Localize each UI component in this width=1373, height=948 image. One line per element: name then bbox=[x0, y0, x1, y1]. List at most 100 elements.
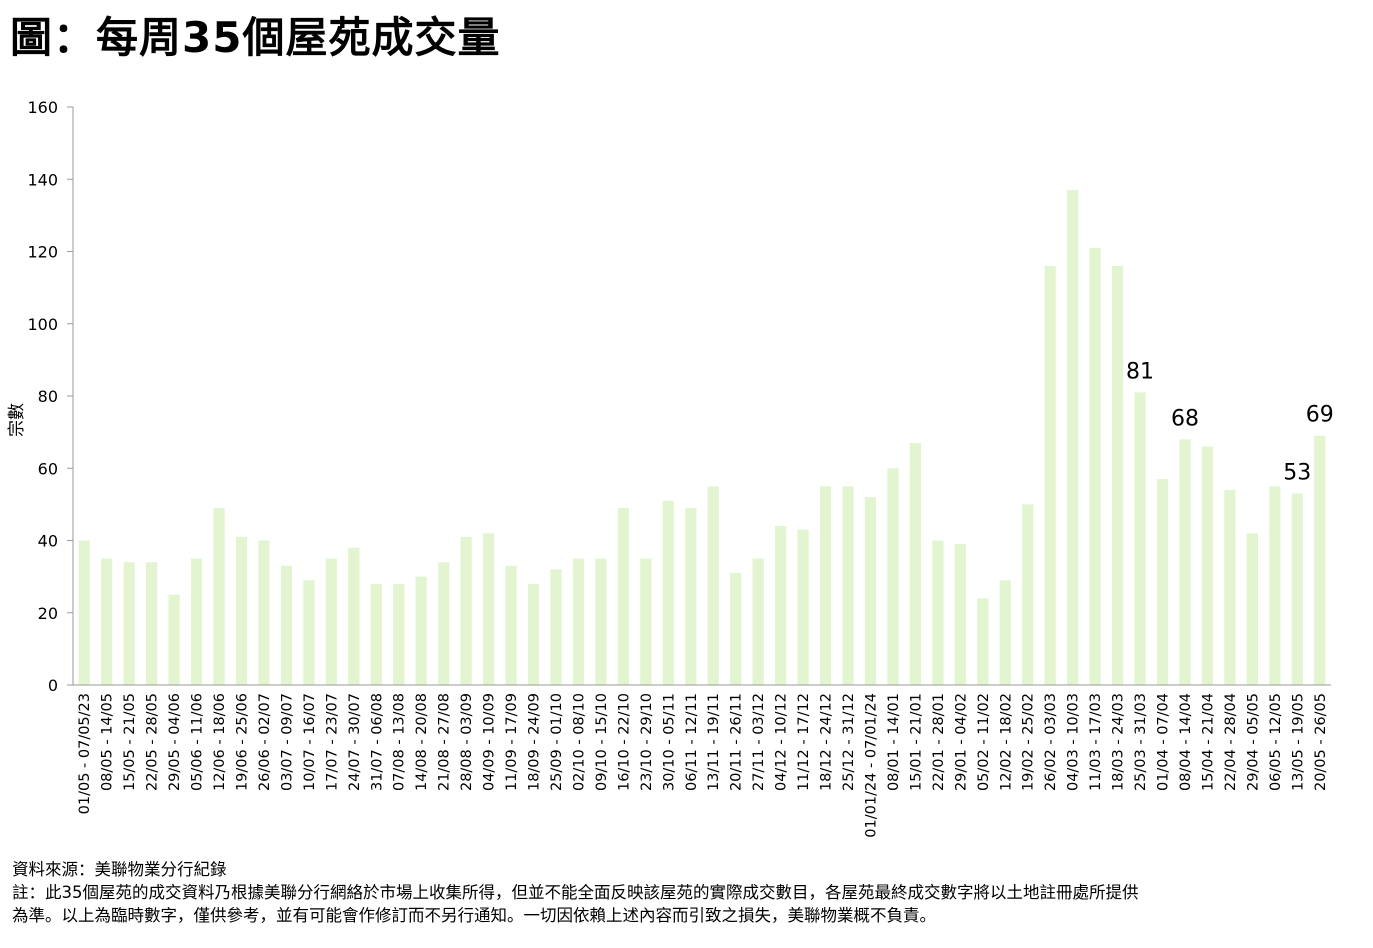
x-tick-label: 25/09 - 01/10 bbox=[549, 693, 565, 791]
data-label: 69 bbox=[1306, 403, 1334, 428]
bar bbox=[1179, 439, 1191, 685]
bar bbox=[325, 558, 337, 685]
x-tick-label: 31/07 - 06/08 bbox=[369, 693, 385, 791]
x-tick-label: 13/11 - 19/11 bbox=[706, 693, 722, 791]
bar bbox=[595, 558, 607, 685]
y-tick-label: 160 bbox=[27, 98, 58, 117]
x-tick-label: 10/07 - 16/07 bbox=[302, 693, 318, 791]
bar bbox=[887, 468, 899, 685]
bar bbox=[864, 497, 877, 685]
x-tick-label: 08/05 - 14/05 bbox=[100, 693, 116, 791]
x-tick-label: 01/05 - 07/05/23 bbox=[77, 693, 93, 814]
bar bbox=[213, 507, 225, 685]
x-tick-label: 15/05 - 21/05 bbox=[122, 693, 138, 791]
bar bbox=[775, 526, 787, 685]
x-tick-label: 12/06 - 18/06 bbox=[212, 693, 228, 791]
x-tick-label: 08/01 - 14/01 bbox=[886, 693, 902, 791]
y-tick-label: 40 bbox=[38, 532, 58, 551]
y-tick-label: 20 bbox=[38, 604, 58, 623]
y-tick-label: 0 bbox=[48, 676, 58, 695]
bar bbox=[235, 536, 248, 685]
data-label: 68 bbox=[1171, 406, 1199, 431]
bar bbox=[168, 594, 180, 685]
x-tick-label: 01/01/24 - 07/01/24 bbox=[863, 693, 879, 838]
x-tick-label: 04/03 - 10/03 bbox=[1066, 693, 1082, 791]
bar bbox=[78, 540, 90, 685]
bar bbox=[101, 558, 113, 685]
x-tick-label: 06/05 - 12/05 bbox=[1268, 693, 1284, 791]
x-tick-label: 07/08 - 13/08 bbox=[392, 693, 408, 791]
x-tick-label: 15/01 - 21/01 bbox=[908, 693, 924, 791]
y-tick-label: 120 bbox=[27, 243, 58, 262]
x-tick-label: 17/07 - 23/07 bbox=[324, 693, 340, 791]
x-tick-label: 04/09 - 10/09 bbox=[482, 693, 498, 791]
bar bbox=[1089, 247, 1101, 685]
x-tick-label: 29/05 - 04/06 bbox=[167, 693, 183, 791]
x-tick-label: 22/05 - 28/05 bbox=[145, 693, 161, 791]
bar bbox=[977, 598, 989, 685]
x-tick-label: 20/11 - 26/11 bbox=[729, 693, 745, 791]
y-tick-label: 140 bbox=[27, 170, 58, 189]
x-tick-label: 18/12 - 24/12 bbox=[819, 693, 835, 791]
bar bbox=[617, 507, 629, 685]
x-tick-label: 29/01 - 04/02 bbox=[953, 693, 969, 791]
footer: 資料來源：美聯物業分行紀錄 註：此35個屋苑的成交資料乃根據美聯分行網絡於市場上… bbox=[12, 858, 1362, 927]
y-tick-label: 60 bbox=[38, 459, 58, 478]
bar bbox=[999, 580, 1011, 685]
bar bbox=[258, 540, 270, 685]
disclaimer-line-1: 註：此35個屋苑的成交資料乃根據美聯分行網絡於市場上收集所得，但並不能全面反映該… bbox=[12, 883, 1139, 902]
x-tick-label: 26/02 - 03/03 bbox=[1043, 693, 1059, 791]
bar bbox=[505, 565, 517, 685]
bar bbox=[482, 533, 495, 685]
bar bbox=[1291, 493, 1303, 685]
bar bbox=[932, 540, 944, 685]
x-tick-label: 14/08 - 20/08 bbox=[414, 693, 430, 791]
bar bbox=[730, 573, 742, 685]
x-tick-label: 18/09 - 24/09 bbox=[527, 693, 543, 791]
bar bbox=[393, 583, 405, 685]
y-tick-label: 80 bbox=[38, 387, 58, 406]
bar bbox=[527, 583, 540, 685]
bar bbox=[1022, 504, 1034, 685]
x-tick-label: 01/04 - 07/04 bbox=[1156, 693, 1172, 791]
x-tick-label: 13/05 - 19/05 bbox=[1290, 693, 1306, 791]
x-tick-label: 12/02 - 18/02 bbox=[998, 693, 1014, 791]
bar bbox=[1067, 190, 1079, 685]
bar bbox=[123, 562, 135, 685]
x-tick-label: 03/07 - 09/07 bbox=[279, 693, 295, 791]
bar bbox=[190, 558, 203, 685]
x-tick-label: 02/10 - 08/10 bbox=[571, 693, 587, 791]
x-tick-label: 26/06 - 02/07 bbox=[257, 693, 273, 791]
y-axis-label: 宗數 bbox=[7, 403, 27, 437]
x-tick-label: 23/10 - 29/10 bbox=[639, 693, 655, 791]
bar bbox=[303, 580, 315, 685]
chart-title: 圖：每周35個屋苑成交量 bbox=[10, 13, 501, 62]
x-tick-label: 28/08 - 03/09 bbox=[459, 693, 475, 791]
x-tick-label: 19/02 - 25/02 bbox=[1021, 693, 1037, 791]
x-tick-label: 22/01 - 28/01 bbox=[931, 693, 947, 791]
bar bbox=[797, 529, 809, 685]
bar bbox=[1156, 479, 1169, 685]
x-tick-label: 08/04 - 14/04 bbox=[1178, 693, 1194, 791]
x-tick-label: 27/11 - 03/12 bbox=[751, 693, 767, 791]
bar bbox=[572, 558, 585, 685]
x-tick-label: 11/09 - 17/09 bbox=[504, 693, 520, 791]
bar bbox=[1044, 265, 1056, 685]
bar bbox=[707, 486, 719, 685]
data-label: 81 bbox=[1126, 359, 1154, 384]
source-note: 資料來源：美聯物業分行紀錄 bbox=[12, 860, 227, 879]
bar bbox=[1224, 489, 1236, 685]
x-tick-label: 29/04 - 05/05 bbox=[1245, 693, 1261, 791]
bar bbox=[348, 547, 360, 685]
x-tick-label: 16/10 - 22/10 bbox=[616, 693, 632, 791]
bar bbox=[370, 583, 382, 685]
bar bbox=[1314, 435, 1326, 685]
bar bbox=[550, 569, 562, 685]
bar bbox=[280, 565, 293, 685]
bar bbox=[415, 576, 427, 685]
x-tick-label: 09/10 - 15/10 bbox=[594, 693, 610, 791]
bar bbox=[662, 500, 674, 685]
x-tick-label: 15/04 - 21/04 bbox=[1200, 693, 1216, 791]
bar bbox=[1246, 533, 1258, 685]
x-tick-label: 11/12 - 17/12 bbox=[796, 693, 812, 791]
